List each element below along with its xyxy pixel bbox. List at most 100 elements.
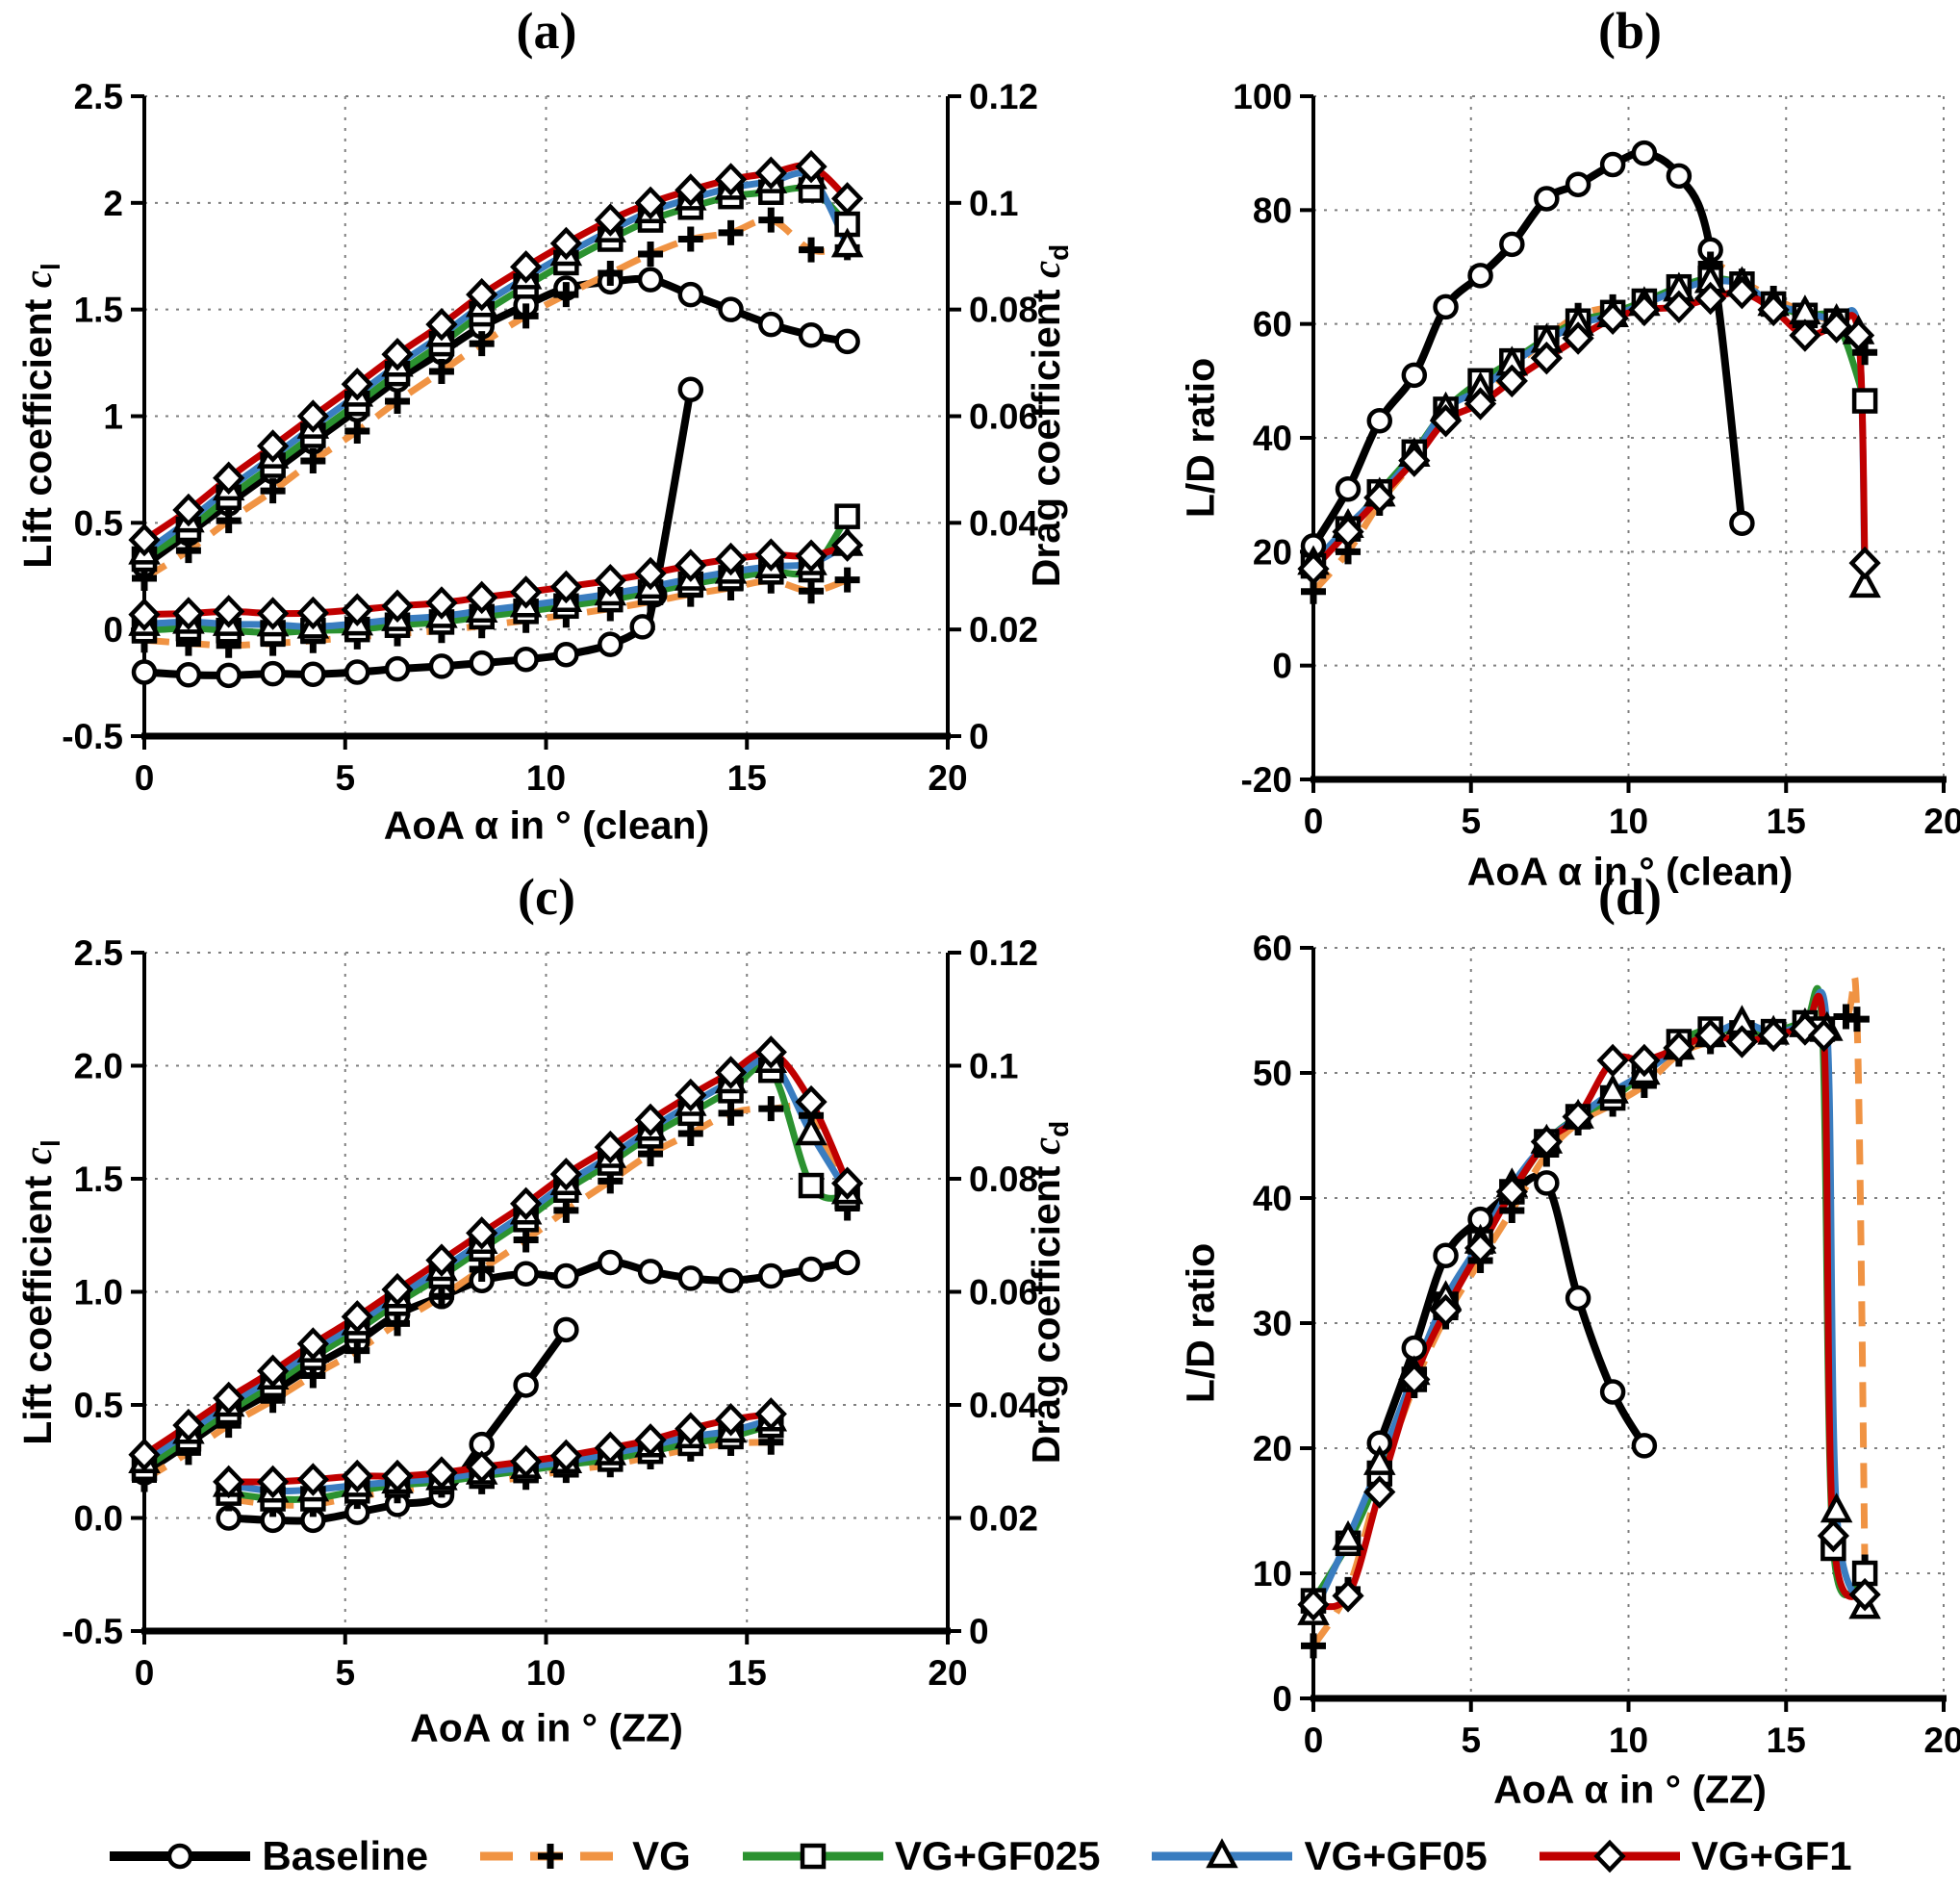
panel-c-plot: -0.5 0.0 0.5 1.0 1.5 2.0 2.5 0 0.02 0.04 0.06 0.08 0… xyxy=(62,933,1038,1693)
ytick-label: 0.5 xyxy=(74,503,123,543)
series-markers-vg-gf1 xyxy=(128,149,864,557)
series-line-vg xyxy=(142,1102,851,1483)
xtick-label: 15 xyxy=(727,758,767,798)
ylabel-text: Drag coefficient xyxy=(1023,289,1068,588)
ytick-label: 1 xyxy=(103,397,123,437)
panel-d-title: (d) xyxy=(1598,868,1662,926)
ylabel-text: L/D ratio xyxy=(1178,1242,1223,1404)
ytick-label: 0.02 xyxy=(969,1499,1038,1539)
xtick-label: 15 xyxy=(1767,1721,1806,1760)
legend-item-vg: VG xyxy=(478,1833,691,1879)
xtick-label: 20 xyxy=(928,758,967,798)
ytick-label: 20 xyxy=(1253,532,1292,572)
xtick-label: 0 xyxy=(1304,802,1324,841)
ytick-label: 0.04 xyxy=(969,1386,1038,1425)
ytick-label: -0.5 xyxy=(62,717,123,756)
ytick-label: 0.12 xyxy=(969,933,1038,973)
ytick-label: 2.5 xyxy=(74,77,123,116)
xtick-label: 20 xyxy=(1923,802,1960,841)
ylabel-symbol: c xyxy=(14,1146,60,1165)
ytick-label: 0.1 xyxy=(969,1047,1018,1086)
series-markers-vg xyxy=(132,207,860,591)
circle-icon xyxy=(110,1843,251,1870)
xtick-label: 10 xyxy=(526,758,566,798)
panel-a-ylabel-left: Lift coefficient cl xyxy=(14,263,66,569)
series-markers-vg-gf1 xyxy=(128,528,864,631)
xtick-label: 15 xyxy=(727,1653,767,1693)
legend-item-vg-gf05: VG+GF05 xyxy=(1150,1833,1488,1879)
ytick-label: 0 xyxy=(969,1612,989,1651)
ylabel-text: Drag coefficient xyxy=(1023,1165,1068,1465)
panel-d-xlabel: AoA α in ° (ZZ) xyxy=(1493,1767,1767,1812)
ytick-label: 60 xyxy=(1253,305,1292,344)
series-markers-vg-gf1 xyxy=(1297,1012,1881,1621)
ytick-label: 0 xyxy=(103,610,123,650)
ytick-label: 2.0 xyxy=(74,1047,123,1086)
xtick-label: 5 xyxy=(1461,1721,1481,1760)
ytick-label: 50 xyxy=(1253,1054,1292,1093)
ytick-label: 0.5 xyxy=(74,1386,123,1425)
xtick-label: 0 xyxy=(1304,1721,1324,1760)
panel-c-ylabel-left: Lift coefficient cl xyxy=(14,1139,66,1445)
xtick-label: 5 xyxy=(335,758,355,798)
ytick-label: 0.02 xyxy=(969,610,1038,650)
ytick-label: -0.5 xyxy=(62,1612,123,1651)
legend-item-baseline: Baseline xyxy=(108,1833,428,1879)
ylabel-symbol: c xyxy=(1023,1136,1068,1156)
ytick-label: 0.08 xyxy=(969,291,1038,330)
xtick-label: 10 xyxy=(1609,802,1648,841)
ytick-label: -20 xyxy=(1241,760,1292,800)
ylabel-subscript: d xyxy=(1044,243,1075,261)
ytick-label: 0 xyxy=(1272,1679,1292,1719)
panel-a-ylabel-right: Drag coefficient cd xyxy=(1023,244,1075,588)
panel-c-title: (c) xyxy=(518,868,575,926)
diamond-icon xyxy=(1539,1839,1680,1874)
xtick-label: 15 xyxy=(1767,802,1806,841)
ytick-label: 0.1 xyxy=(969,184,1018,223)
triangle-icon xyxy=(1152,1838,1293,1869)
panel-c-xlabel: AoA α in ° (ZZ) xyxy=(410,1705,683,1750)
xtick-label: 5 xyxy=(335,1653,355,1693)
ytick-label: 1.0 xyxy=(74,1273,123,1313)
series-markers-baseline xyxy=(216,1316,579,1534)
xtick-label: 10 xyxy=(1609,1721,1648,1760)
legend-label: Baseline xyxy=(262,1833,429,1878)
ylabel-subscript: l xyxy=(36,1139,66,1147)
ylabel-text: L/D ratio xyxy=(1178,357,1223,519)
legend-item-vg-gf025: VG+GF025 xyxy=(741,1833,1100,1879)
series-line-vg xyxy=(142,216,849,581)
legend: Baseline VG VG+GF025 VG+GF05 VG+GF1 xyxy=(0,1826,1960,1886)
series-markers-baseline xyxy=(131,1249,860,1486)
ytick-label: 2.5 xyxy=(74,933,123,973)
ylabel-subscript: l xyxy=(36,263,66,270)
ytick-label: 100 xyxy=(1233,77,1292,116)
ytick-label: 0 xyxy=(1272,647,1292,686)
square-icon xyxy=(742,1843,883,1870)
legend-label: VG+GF05 xyxy=(1304,1833,1488,1878)
xtick-label: 5 xyxy=(1461,802,1481,841)
xtick-label: 20 xyxy=(1923,1721,1960,1760)
series-markers-vg-gf1 xyxy=(1297,275,1881,586)
series-line-vg xyxy=(1311,974,1869,1648)
panel-d-plot: 0 10 20 30 40 50 60 0 5 10 15 20 xyxy=(1253,929,1960,1760)
ytick-label: 20 xyxy=(1253,1429,1292,1468)
ytick-label: 60 xyxy=(1253,929,1292,968)
legend-label: VG+GF1 xyxy=(1691,1833,1852,1878)
ylabel-subscript: d xyxy=(1044,1120,1075,1137)
ytick-label: 0.12 xyxy=(969,77,1038,116)
ytick-label: 0.08 xyxy=(969,1160,1038,1199)
ylabel-text: Lift coefficient xyxy=(14,298,60,569)
panel-b-xlabel: AoA α in ° (clean) xyxy=(1466,849,1794,894)
series-markers-vg-gf1 xyxy=(213,1397,787,1499)
ylabel-text: Lift coefficient xyxy=(14,1175,60,1445)
ylabel-symbol: c xyxy=(14,269,60,289)
panel-b-title: (b) xyxy=(1598,2,1662,60)
panel-a-plot: -0.5 0 0.5 1 1.5 2 2.5 0 0.02 0.04 0.06 0.08 0.1 0.12… xyxy=(62,77,1038,798)
ytick-label: 0.06 xyxy=(969,397,1038,437)
xtick-label: 0 xyxy=(135,758,155,798)
ytick-label: 30 xyxy=(1253,1304,1292,1343)
xtick-label: 10 xyxy=(526,1653,566,1693)
panel-a-title: (a) xyxy=(516,2,577,60)
ytick-label: 0.06 xyxy=(969,1273,1038,1313)
